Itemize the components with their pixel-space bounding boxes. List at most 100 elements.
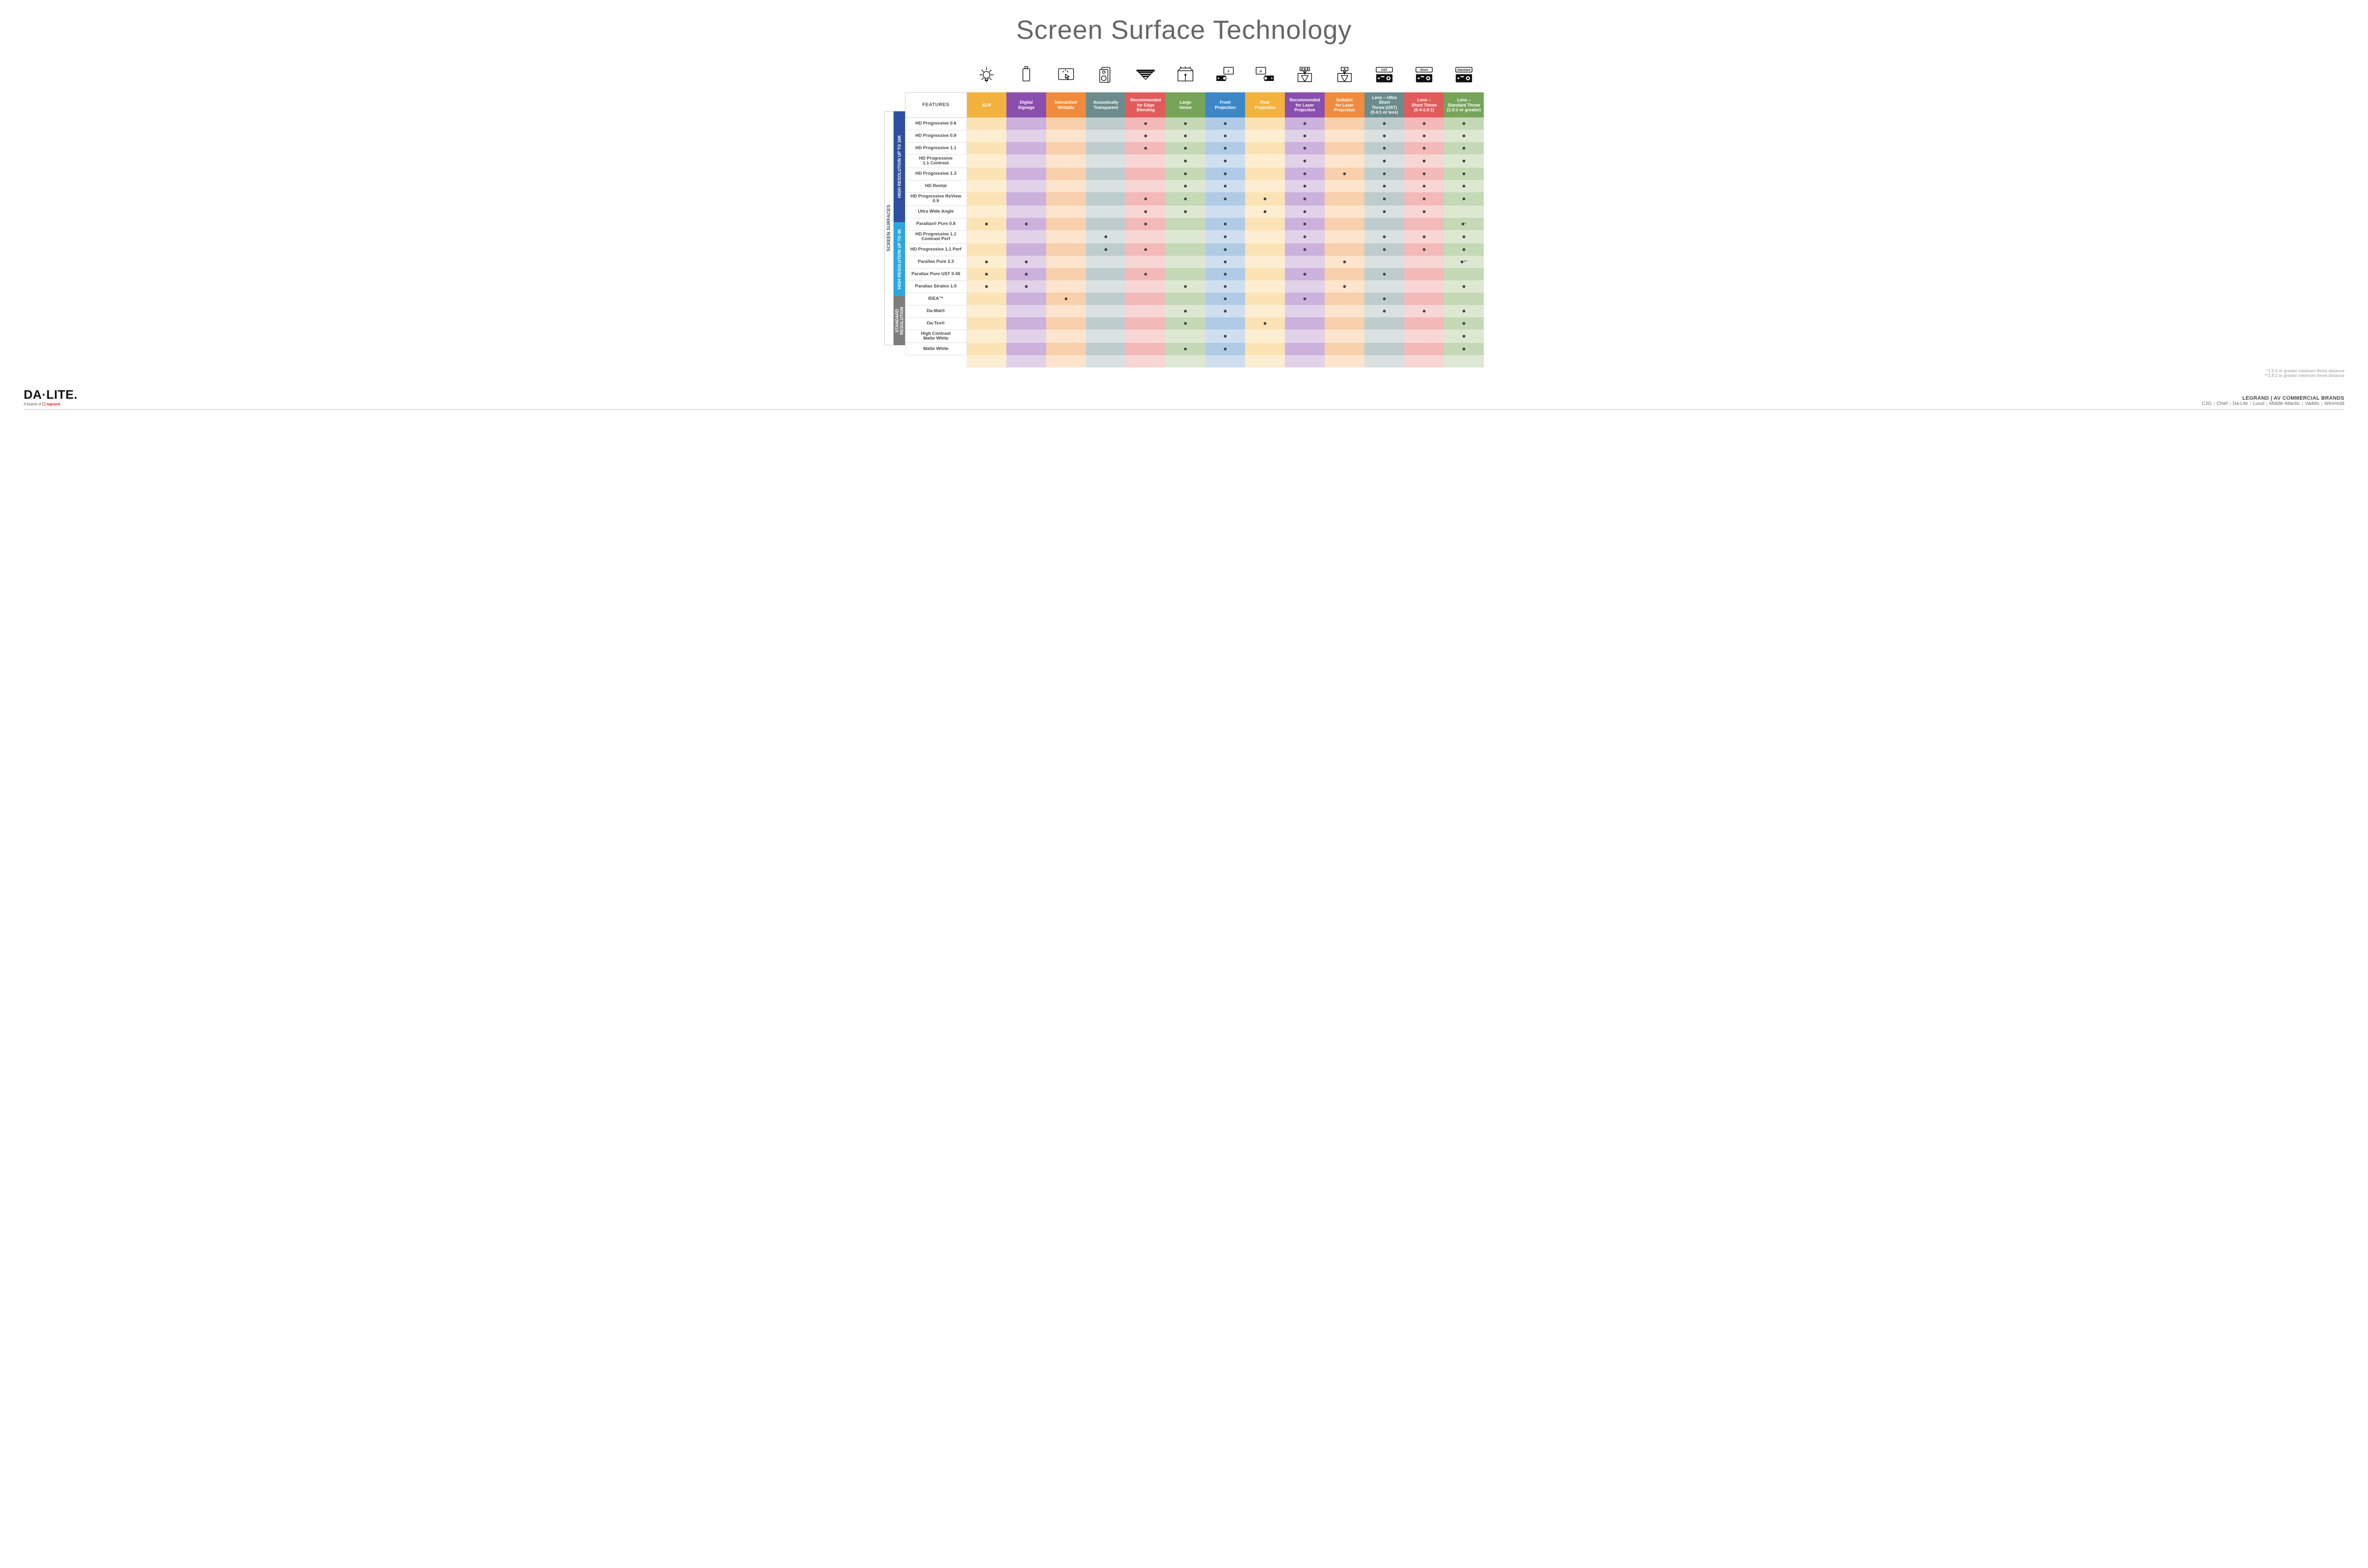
cell-acoustic [1086, 268, 1126, 280]
cell-suitlaser [1325, 168, 1364, 180]
table-row: HD Rental [905, 180, 1484, 192]
cell-ust [1364, 293, 1404, 305]
cell-alr [967, 343, 1006, 355]
cell-signage [1006, 206, 1046, 218]
footer-brand: C2G [2202, 401, 2212, 406]
cell-alr [967, 180, 1006, 192]
cell-interactive [1046, 192, 1086, 206]
table-row: HD Progressive1.1 Contrast [905, 154, 1484, 168]
cell-reclaser [1285, 280, 1325, 293]
page-footer: DA·LITE. A brand of ☐ legrand LEGRAND | … [24, 387, 2344, 410]
cell-interactive [1046, 256, 1086, 268]
cell-short [1404, 218, 1444, 230]
cell-acoustic [1086, 343, 1126, 355]
cell-short [1404, 192, 1444, 206]
cell-venue [1166, 180, 1205, 192]
table-row-blank [905, 355, 1484, 367]
cell-alr [967, 230, 1006, 243]
cell-ust [1364, 154, 1404, 168]
cell-signage [1006, 256, 1046, 268]
cell-reclaser [1285, 256, 1325, 268]
cell-edge [1126, 243, 1166, 256]
cell-rear [1245, 206, 1285, 218]
cell-rear [1245, 192, 1285, 206]
cell-front [1205, 330, 1245, 343]
footnote: **1.8:1 or greater minimum throw distanc… [24, 373, 2344, 378]
table-row: Parallax Pure UST 0.45 [905, 268, 1484, 280]
cell-venue [1166, 117, 1205, 130]
cell-ust [1364, 343, 1404, 355]
cell-suitlaser [1325, 117, 1364, 130]
cell-acoustic [1086, 256, 1126, 268]
cell-venue [1166, 330, 1205, 343]
cell-interactive [1046, 230, 1086, 243]
cell-suitlaser [1325, 268, 1364, 280]
cell-alr [967, 317, 1006, 330]
cell-ust [1364, 130, 1404, 142]
cell-interactive [1046, 305, 1086, 317]
cell-rear [1245, 243, 1285, 256]
cell-rear [1245, 343, 1285, 355]
svg-text:★: ★ [1343, 67, 1346, 71]
cell-interactive [1046, 280, 1086, 293]
cell-front [1205, 117, 1245, 130]
cell-edge [1126, 230, 1166, 243]
cell-ust [1364, 317, 1404, 330]
table-row: HD Progressive 1.1Contrast Perf [905, 230, 1484, 243]
cell-edge [1126, 117, 1166, 130]
cell-rear [1245, 142, 1285, 154]
cell-front [1205, 230, 1245, 243]
cell-venue [1166, 230, 1205, 243]
cell-suitlaser [1325, 293, 1364, 305]
cell-interactive [1046, 293, 1086, 305]
cell-edge [1126, 206, 1166, 218]
col-header-ust: Lens – Ultra ShortThrow (UST)(0.4:1 or l… [1364, 92, 1404, 117]
row-label: Parallax Pure 2.3 [905, 256, 967, 268]
cell-reclaser [1285, 268, 1325, 280]
cell-acoustic [1086, 154, 1126, 168]
cell-reclaser [1285, 330, 1325, 343]
row-label: HD Progressive1.1 Contrast [905, 154, 967, 168]
cell-acoustic [1086, 305, 1126, 317]
cell-edge [1126, 293, 1166, 305]
cell-front [1205, 293, 1245, 305]
page-title: Screen Surface Technology [24, 14, 2344, 45]
cell-reclaser [1285, 230, 1325, 243]
cell-ust [1364, 192, 1404, 206]
side-label-outer: SCREEN SURFACES [884, 111, 894, 345]
cell-std [1444, 130, 1484, 142]
row-label: Parallax® Pure 0.8 [905, 218, 967, 230]
cell-ust [1364, 305, 1404, 317]
cell-edge [1126, 268, 1166, 280]
table-row: IDEA™ [905, 293, 1484, 305]
cell-front [1205, 192, 1245, 206]
cell-std [1444, 180, 1484, 192]
cell-acoustic [1086, 293, 1126, 305]
cell-short [1404, 317, 1444, 330]
cell-std [1444, 206, 1484, 218]
table-row: HD Progressive 1.1 Perf [905, 243, 1484, 256]
cell-interactive [1046, 330, 1086, 343]
cell-edge [1126, 317, 1166, 330]
cell-ust [1364, 280, 1404, 293]
col-header-signage: DigitalSignage [1006, 92, 1046, 117]
cell-alr [967, 218, 1006, 230]
cell-alr [967, 280, 1006, 293]
cell-std [1444, 168, 1484, 180]
cell-acoustic [1086, 142, 1126, 154]
cell-interactive [1046, 343, 1086, 355]
cell-short [1404, 117, 1444, 130]
cell-std: ** [1444, 256, 1484, 268]
cell-reclaser [1285, 218, 1325, 230]
cell-interactive [1046, 142, 1086, 154]
cell-reclaser [1285, 154, 1325, 168]
col-header-front: FrontProjection [1205, 92, 1245, 117]
row-label: IDEA™ [905, 293, 967, 305]
cell-ust [1364, 330, 1404, 343]
cell-venue [1166, 243, 1205, 256]
cell-std [1444, 268, 1484, 280]
col-header-alr: ALR [967, 92, 1006, 117]
cell-short [1404, 256, 1444, 268]
footer-brand: Vaddio [2305, 401, 2319, 406]
cell-venue [1166, 317, 1205, 330]
